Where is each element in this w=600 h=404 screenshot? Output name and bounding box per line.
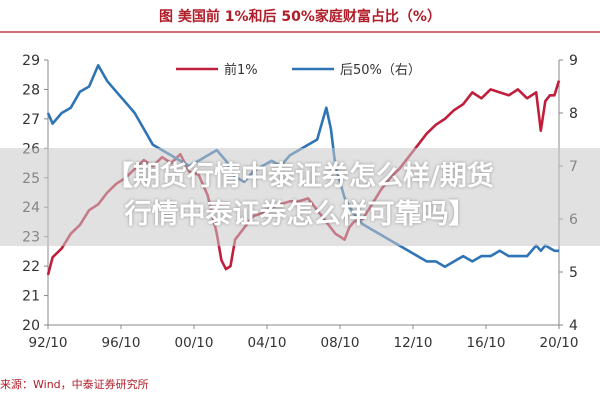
watermark-text: 【期货行情中泰证券怎么样/期货 行情中泰证券怎么样可靠吗】 xyxy=(0,158,600,234)
chart-title: 图 美国前 1%和后 50%家庭财富占比（%） xyxy=(159,8,441,25)
y-left-tick-label: 27 xyxy=(22,112,40,128)
x-tick-label: 08/10 xyxy=(321,335,360,351)
y-right-tick-label: 8 xyxy=(569,106,578,122)
y-right-tick-label: 5 xyxy=(569,265,578,281)
x-tick-label: 20/10 xyxy=(540,335,579,351)
y-left-tick-label: 21 xyxy=(22,289,40,305)
x-tick-label: 00/10 xyxy=(175,335,214,351)
watermark-band xyxy=(0,148,600,246)
x-tick-label: 12/10 xyxy=(394,335,433,351)
watermark-line-1: 【期货行情中泰证券怎么样/期货 xyxy=(106,161,494,192)
y-right-tick-label: 9 xyxy=(569,53,578,69)
watermark-line-2: 行情中泰证券怎么样可靠吗】 xyxy=(124,199,476,230)
x-tick-label: 96/10 xyxy=(102,335,141,351)
x-tick-label: 04/10 xyxy=(248,335,287,351)
y-left-tick-label: 20 xyxy=(22,318,40,334)
y-left-tick-label: 29 xyxy=(22,53,40,69)
y-right-tick-label: 4 xyxy=(569,318,578,334)
legend-label-1: 后50%（右） xyxy=(340,63,421,78)
x-tick-label: 92/10 xyxy=(29,335,68,351)
source-note: 来源：Wind，中泰证券研究所 xyxy=(0,378,149,391)
x-tick-label: 16/10 xyxy=(467,335,506,351)
series-line-1 xyxy=(46,64,559,269)
y-left-tick-label: 28 xyxy=(22,82,40,98)
legend-label-0: 前1% xyxy=(224,62,258,78)
legend: 前1% 后50%（右） xyxy=(176,62,421,78)
y-left-tick-label: 22 xyxy=(22,259,40,275)
